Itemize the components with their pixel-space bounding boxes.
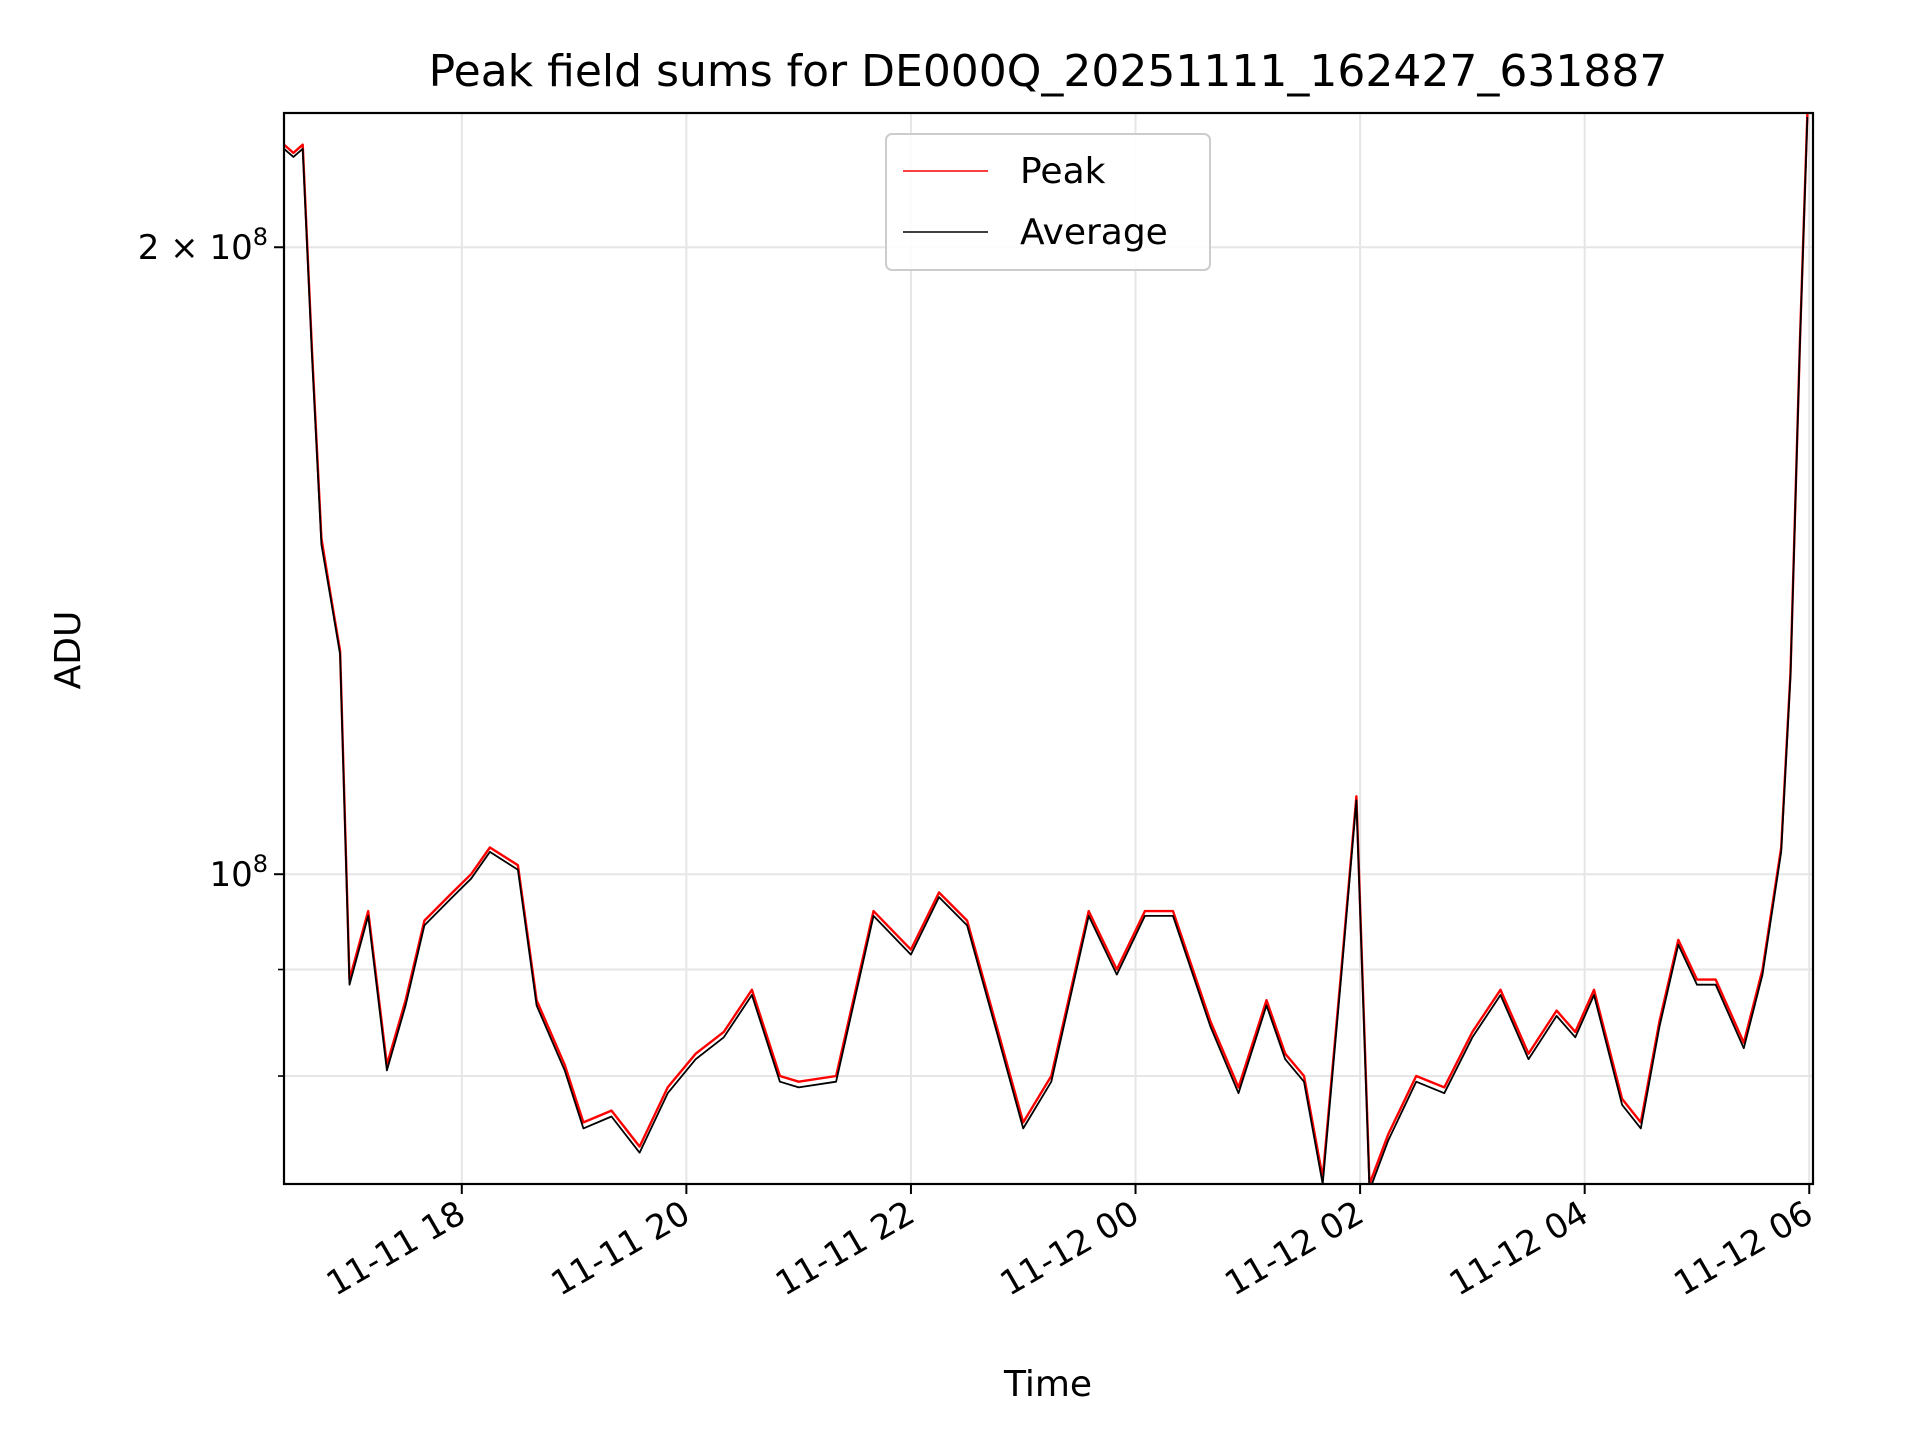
legend-label-average: Average [1020,212,1168,253]
x-axis-label: Time [1003,1364,1092,1405]
legend-box [885,133,1211,271]
series-line-average [284,116,1809,1184]
series-line-peak [284,113,1809,1184]
legend: Peak Average [885,133,1211,271]
plot-lines [284,113,1809,1184]
legend-label-peak: Peak [1020,151,1106,192]
y-tick-label: 108 [209,850,268,895]
plot-frame [282,111,1815,1186]
y-axis: 2 × 108 108 [138,223,284,1077]
chart-title: Peak field sums for DE000Q_20251111_1624… [429,46,1668,97]
y-tick-label: 2 × 108 [138,223,268,268]
y-axis-label: ADU [48,611,89,690]
grid [284,113,1813,1184]
